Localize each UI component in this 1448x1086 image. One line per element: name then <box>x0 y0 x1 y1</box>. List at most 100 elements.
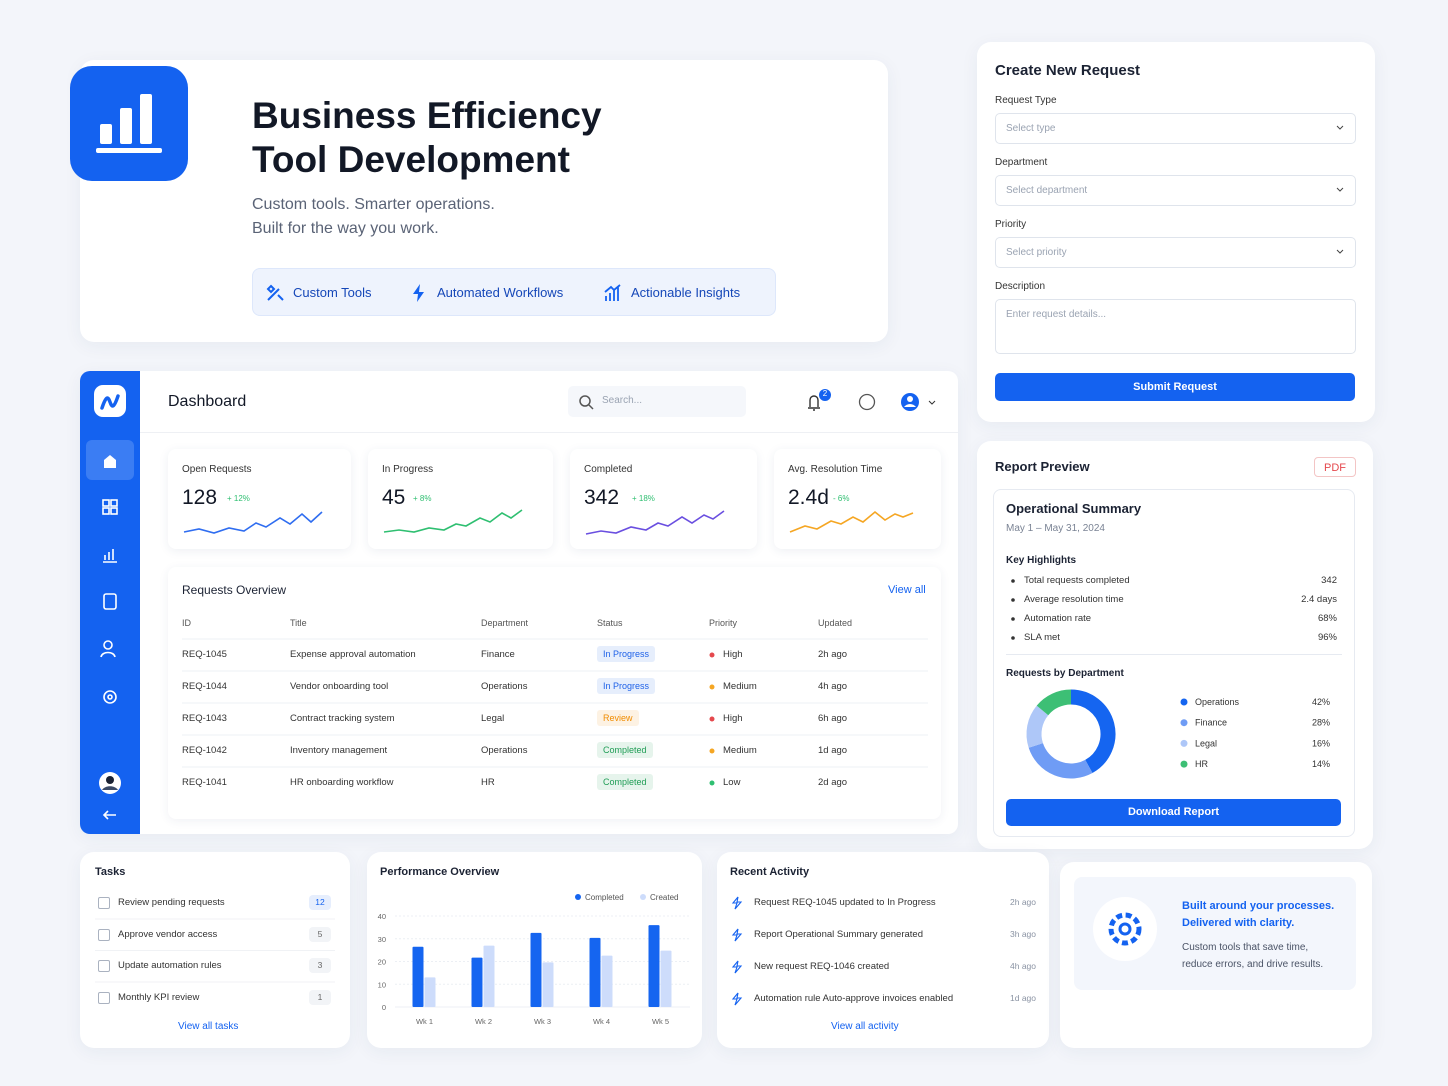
summary-title: Operational Summary <box>1006 501 1142 516</box>
feature-label: Actionable Insights <box>631 285 741 300</box>
activity-link[interactable]: View all activity <box>831 1021 899 1032</box>
activity-title: Recent Activity <box>730 866 810 878</box>
task-count: 12 <box>309 895 331 910</box>
status-pill: Completed <box>597 742 653 758</box>
task-count: 5 <box>309 926 331 942</box>
field-input[interactable]: Enter request details... <box>995 299 1356 354</box>
cell-title: HR onboarding workflow <box>290 777 394 788</box>
cell-title: Expense approval automation <box>290 649 416 660</box>
field-input[interactable]: Select department <box>995 175 1356 206</box>
pdf-badge[interactable]: PDF <box>1314 457 1356 477</box>
promo-title-line: Built around your processes. <box>1182 900 1335 912</box>
tasks-card <box>80 852 350 1048</box>
divider <box>140 432 958 433</box>
pie-title: Requests by Department <box>1006 668 1124 679</box>
field-label: Department <box>995 157 1048 168</box>
requests-panel <box>168 567 941 819</box>
cell-id: REQ-1041 <box>182 777 227 788</box>
status-pill: In Progress <box>597 646 656 662</box>
dashboard-title: Dashboard <box>168 393 247 410</box>
task-label: Monthly KPI review <box>118 991 200 1003</box>
task-checkbox[interactable] <box>98 960 110 972</box>
field-label: Request Type <box>995 95 1057 106</box>
cell-title: Contract tracking system <box>290 713 395 724</box>
hero-subtitle: Custom tools. Smarter operations. Built f… <box>252 193 495 241</box>
hero-title: Business Efficiency Tool Development <box>252 94 602 182</box>
tasks-link[interactable]: View all tasks <box>178 1021 239 1032</box>
task-label: Review pending requests <box>118 897 225 908</box>
stat-change: + 8% <box>413 494 432 503</box>
stat-change: + 12% <box>227 494 250 503</box>
task-checkbox[interactable] <box>98 991 110 1004</box>
feature-icon <box>604 284 621 301</box>
cell-id: REQ-1043 <box>182 713 227 724</box>
view-all-link[interactable]: View all <box>888 584 926 596</box>
feature-label: Custom Tools <box>293 285 372 300</box>
cell-department: Operations <box>481 745 528 756</box>
app-logo <box>70 66 188 181</box>
report-card <box>977 441 1373 849</box>
status-pill: Completed <box>597 774 653 790</box>
download-button[interactable]: Download Report <box>1006 799 1341 826</box>
column-header: Title <box>290 618 307 628</box>
activity-time: 1d ago <box>1010 993 1036 1003</box>
field-input[interactable]: Select priority <box>995 237 1356 268</box>
column-header: Priority <box>709 618 738 628</box>
form-title: Create New Request <box>995 62 1141 79</box>
promo-title-line: Delivered with clarity. <box>1182 917 1295 929</box>
report-inner <box>993 489 1355 837</box>
cell-id: REQ-1045 <box>182 649 227 660</box>
cell-updated: 2d ago <box>818 777 848 788</box>
cell-title: Inventory management <box>290 745 388 756</box>
notification-badge: 2 <box>822 389 828 398</box>
title-line: Business Efficiency <box>252 95 602 136</box>
priority: Medium <box>723 745 757 756</box>
field-input[interactable]: Select type <box>995 113 1356 144</box>
title-line: Tool Development <box>252 139 570 180</box>
activity-text: Report Operational Summary generated <box>754 929 923 940</box>
submit-button[interactable]: Submit Request <box>995 373 1355 401</box>
promo-text: Custom tools that save time, reduce error… <box>1182 939 1323 973</box>
column-header: Status <box>597 618 623 628</box>
promo-icon <box>1093 897 1157 961</box>
activity-time: 3h ago <box>1010 929 1036 939</box>
column-header: Updated <box>818 618 853 628</box>
activity-time: 2h ago <box>1010 897 1036 907</box>
stat-label: Completed <box>584 464 633 475</box>
highlight-value: 2.4 days <box>1301 594 1337 605</box>
cell-updated: 6h ago <box>818 713 848 724</box>
feature-icon <box>266 284 284 301</box>
task-count: 1 <box>309 989 331 1005</box>
cell-id: REQ-1044 <box>182 681 227 692</box>
search-input[interactable]: Search... <box>568 386 746 417</box>
feature-bar: Custom Tools Automated Workflows Actiona… <box>252 268 776 316</box>
task-checkbox[interactable] <box>98 897 110 909</box>
highlight-value: 96% <box>1317 632 1337 643</box>
task-label: Approve vendor access <box>118 928 218 940</box>
feature-label: Automated Workflows <box>437 285 564 300</box>
report-title: Report Preview <box>995 459 1090 474</box>
divider <box>1006 654 1342 655</box>
activity-text: Request REQ-1045 updated to In Progress <box>754 897 936 908</box>
chart-title: Performance Overview <box>380 866 500 878</box>
promo-text-line: Custom tools that save time, <box>1182 942 1309 953</box>
tasks-title: Tasks <box>95 866 126 878</box>
status-pill: In Progress <box>597 678 656 694</box>
header-icons[interactable] <box>800 386 940 418</box>
cell-updated: 1d ago <box>818 745 848 756</box>
highlight-value: 68% <box>1317 613 1337 624</box>
task-checkbox[interactable] <box>98 928 110 941</box>
promo-title: Built around your processes. Delivered wi… <box>1182 898 1334 932</box>
logo-icon <box>96 94 162 153</box>
stat-value: 128 <box>182 486 218 509</box>
column-header: ID <box>182 618 191 628</box>
stat-value: 45 <box>382 486 406 509</box>
column-header: Department <box>481 618 529 628</box>
stat-label: In Progress <box>382 464 434 475</box>
stat-change: + 18% <box>632 494 655 503</box>
priority: High <box>723 649 743 660</box>
promo-text-line: reduce errors, and drive results. <box>1182 959 1324 970</box>
cell-department: Operations <box>481 681 528 692</box>
cell-department: Finance <box>481 649 515 660</box>
